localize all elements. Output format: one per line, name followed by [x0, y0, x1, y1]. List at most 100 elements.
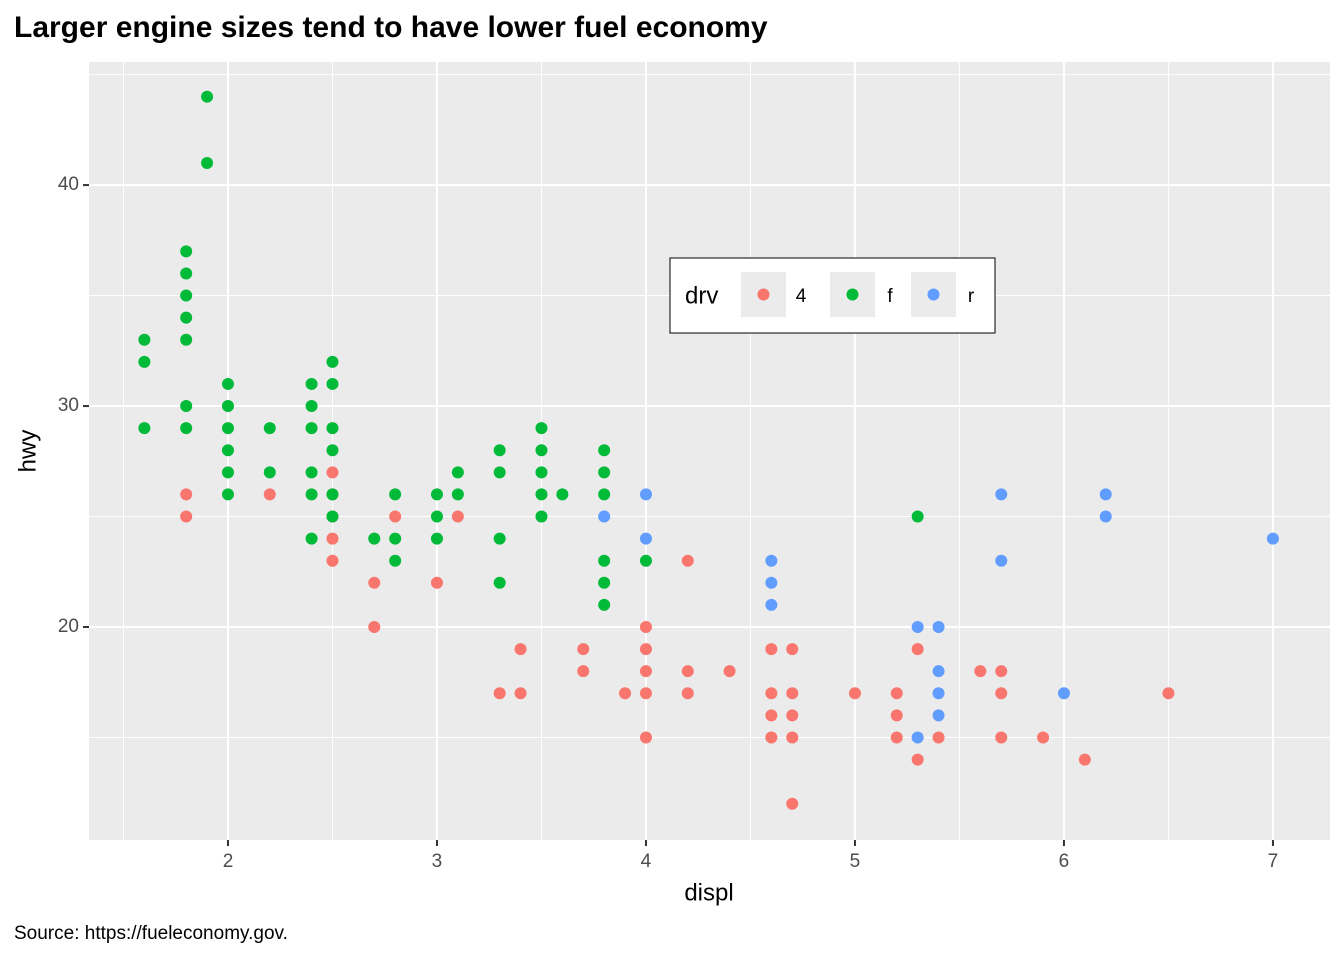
point — [911, 620, 924, 633]
point — [201, 90, 214, 103]
point — [911, 731, 924, 744]
point — [493, 576, 506, 589]
point — [514, 643, 527, 656]
point — [890, 687, 903, 700]
point — [535, 444, 548, 457]
point — [1099, 488, 1112, 501]
point — [995, 554, 1008, 567]
point — [201, 156, 214, 169]
point — [723, 665, 736, 678]
point — [932, 687, 945, 700]
point — [765, 576, 778, 589]
point — [911, 510, 924, 523]
point — [180, 488, 193, 501]
point — [577, 643, 590, 656]
point — [890, 709, 903, 722]
point — [598, 576, 611, 589]
point — [598, 444, 611, 457]
point — [430, 510, 443, 523]
point — [180, 311, 193, 324]
point — [681, 554, 694, 567]
point — [493, 687, 506, 700]
point — [765, 731, 778, 744]
point — [786, 797, 799, 810]
point — [430, 532, 443, 545]
point — [639, 532, 652, 545]
point — [890, 731, 903, 744]
point — [1162, 687, 1175, 700]
point — [911, 753, 924, 766]
point — [451, 466, 464, 479]
point — [451, 488, 464, 501]
point — [765, 598, 778, 611]
legend-title: drv — [685, 282, 718, 309]
point — [786, 687, 799, 700]
point — [430, 576, 443, 589]
point — [911, 643, 924, 656]
point — [180, 267, 193, 280]
x-tick-label: 3 — [432, 851, 443, 872]
point — [765, 643, 778, 656]
point — [1078, 753, 1091, 766]
point — [180, 400, 193, 413]
point — [765, 554, 778, 567]
point — [138, 333, 151, 346]
point — [995, 665, 1008, 678]
point — [639, 554, 652, 567]
point — [1057, 687, 1070, 700]
point — [765, 687, 778, 700]
point — [848, 687, 861, 700]
point — [180, 422, 193, 435]
point — [221, 400, 234, 413]
x-tick-label: 4 — [641, 851, 652, 872]
x-tick-label: 7 — [1268, 851, 1279, 872]
x-axis-title: displ — [684, 879, 733, 906]
point — [639, 643, 652, 656]
point — [598, 554, 611, 567]
point — [535, 466, 548, 479]
legend-label: 4 — [796, 286, 807, 307]
panel — [89, 62, 1330, 840]
point — [639, 665, 652, 678]
point — [451, 510, 464, 523]
point — [974, 665, 987, 678]
point — [180, 245, 193, 258]
point — [180, 510, 193, 523]
point — [326, 510, 339, 523]
point — [389, 532, 402, 545]
point — [932, 620, 945, 633]
point — [598, 510, 611, 523]
point — [326, 377, 339, 390]
point — [389, 510, 402, 523]
point — [326, 554, 339, 567]
legend: drv 4 f r — [669, 257, 996, 334]
point — [368, 532, 381, 545]
point — [368, 576, 381, 589]
point — [263, 422, 276, 435]
point — [305, 532, 318, 545]
point — [681, 665, 694, 678]
legend-marker — [757, 288, 770, 301]
point — [535, 422, 548, 435]
y-axis-title: hwy — [14, 430, 41, 473]
point — [326, 355, 339, 368]
point — [305, 377, 318, 390]
point — [221, 422, 234, 435]
point — [932, 665, 945, 678]
legend-label: r — [968, 286, 975, 307]
point — [493, 466, 506, 479]
point — [389, 488, 402, 501]
point — [514, 687, 527, 700]
point — [639, 731, 652, 744]
point — [493, 444, 506, 457]
point — [263, 466, 276, 479]
y-tick-label: 40 — [58, 174, 79, 195]
caption: Source: https://fueleconomy.gov. — [14, 923, 288, 944]
point — [305, 400, 318, 413]
point — [326, 444, 339, 457]
point — [326, 488, 339, 501]
point — [180, 333, 193, 346]
point — [598, 488, 611, 501]
point — [535, 510, 548, 523]
point — [639, 620, 652, 633]
